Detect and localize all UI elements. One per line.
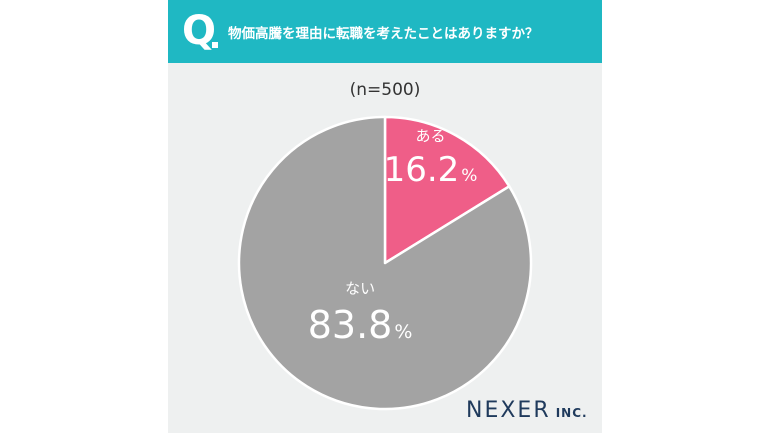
- slice-name-label: ある: [416, 127, 446, 145]
- pie-slice-no: [237, 115, 533, 411]
- logo-main: NEXER: [466, 398, 551, 423]
- slice-name-label: ない: [345, 280, 375, 298]
- slice-value-label: 16.2%: [384, 150, 478, 190]
- pie-slice-yes: [383, 115, 511, 265]
- slice-value-label: 83.8%: [308, 303, 413, 347]
- question-mark: Q: [182, 8, 217, 54]
- question-text: 物価高騰を理由に転職を考えたことはありますか？: [228, 25, 539, 42]
- pie-chart: ある 16.2 % ない 83.8%: [237, 115, 533, 411]
- sample-size-label: (n=500): [349, 80, 421, 100]
- nexer-logo: NEXER INC.: [466, 398, 588, 423]
- logo-sub: INC.: [555, 406, 588, 420]
- question-mark-dot: [212, 42, 218, 48]
- question-banner: Q 物価高騰を理由に転職を考えたことはありますか？: [168, 0, 602, 63]
- chart-card: Q 物価高騰を理由に転職を考えたことはありますか？ (n=500) ある 16.2…: [168, 0, 602, 433]
